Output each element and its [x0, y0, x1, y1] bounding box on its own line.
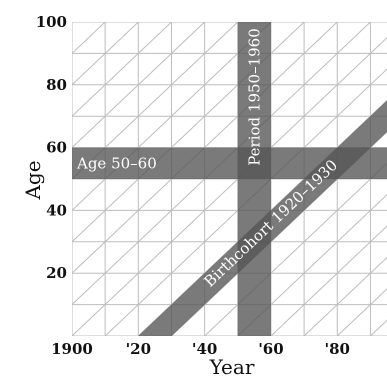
grid-line-cohort: [270, 225, 387, 336]
x-tick-label: '40: [192, 340, 217, 358]
grid-line-cohort: [72, 22, 139, 86]
x-axis-title: Year: [209, 355, 255, 376]
band-label-period: Period 1950–1960: [245, 28, 263, 166]
grid-line-cohort: [72, 22, 172, 117]
x-tick-label: '80: [325, 340, 350, 358]
y-tick-label: 40: [46, 201, 67, 219]
band-cohort: [138, 100, 387, 336]
grid-line-cohort: [303, 256, 387, 336]
y-tick-label: 100: [36, 13, 67, 31]
y-axis-title: Age: [21, 160, 45, 200]
y-tick-label: 60: [46, 139, 67, 157]
x-tick-label: '60: [258, 340, 283, 358]
x-tick-label: '20: [126, 340, 151, 358]
grid-line-cohort: [72, 22, 239, 180]
x-axis-ticks: 1900 '20 '40 '60 '80: [51, 340, 350, 358]
bands: [72, 22, 387, 336]
grid-line-cohort: [72, 22, 205, 149]
y-axis-ticks: 20 40 60 80 100: [36, 13, 67, 282]
grid-line-cohort: [237, 194, 387, 336]
y-tick-label: 20: [46, 264, 67, 282]
band-label-age: Age 50–60: [76, 154, 157, 172]
y-tick-label: 80: [46, 76, 67, 94]
band-period: [237, 22, 271, 336]
x-tick-label: 1900: [51, 340, 93, 358]
